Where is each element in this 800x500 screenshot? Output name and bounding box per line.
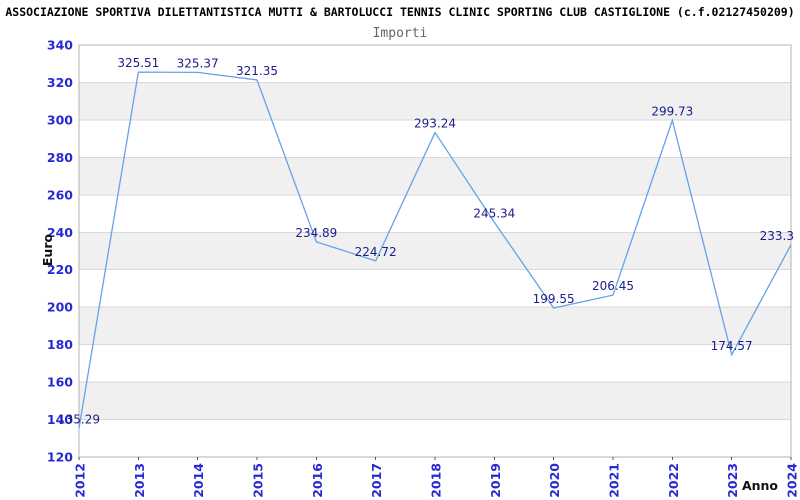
chart-title: ASSOCIAZIONE SPORTIVA DILETTANTISTICA MU… (5, 5, 795, 19)
data-point-label: 234.89 (295, 226, 337, 240)
plot-band (79, 119, 791, 158)
y-axis-tick-label: 180 (47, 337, 73, 352)
data-point-label: 325.51 (117, 56, 159, 70)
y-axis-tick-label: 120 (47, 450, 73, 465)
y-axis-tick-label: 260 (47, 187, 73, 202)
x-axis-tick-label: 2017 (369, 463, 384, 498)
x-axis-tick-label: 2016 (310, 463, 325, 498)
y-axis-tick-label: 140 (47, 412, 73, 427)
data-point-label: 224.72 (355, 245, 397, 259)
data-line-importi (78, 71, 792, 429)
x-axis-tick-label: 2014 (191, 463, 206, 498)
data-point-label: 299.73 (651, 104, 693, 118)
y-axis-tick-label: 200 (47, 300, 73, 315)
y-axis-tick-label: 160 (47, 375, 73, 390)
x-axis-tick-label: 2019 (488, 463, 503, 498)
x-axis-tick-label: 2015 (251, 463, 266, 498)
x-axis-title-anno: Anno (742, 478, 778, 493)
y-axis-tick-label: 280 (47, 150, 73, 165)
plot-band (79, 344, 791, 383)
data-point-label: 245.34 (473, 206, 515, 220)
data-point-label: 321.35 (236, 64, 278, 78)
plot-band (79, 419, 791, 457)
data-point-label: 293.24 (414, 117, 456, 131)
y-axis-tick-label: 300 (47, 112, 73, 127)
plot-band (79, 82, 791, 120)
y-axis-tick-label: 320 (47, 75, 73, 90)
plot-band (79, 157, 791, 195)
x-axis-tick-label: 2020 (547, 463, 562, 498)
x-axis-tick-label: 2013 (132, 463, 147, 498)
plot-band (79, 45, 791, 83)
x-axis-tick-label: 2022 (666, 463, 681, 498)
x-axis-tick-label: 2012 (73, 463, 88, 498)
y-axis-tick-label: 240 (47, 225, 73, 240)
data-point-label: 135.29 (58, 412, 100, 426)
x-axis-tick-label: 2024 (785, 463, 800, 498)
y-axis-tick-label: 340 (47, 38, 73, 53)
x-axis-tick-label: 2021 (607, 463, 622, 498)
y-axis-tick-label: 220 (47, 262, 73, 277)
x-axis-tick-label: 2018 (429, 463, 444, 498)
data-point-label: 174.57 (711, 339, 753, 353)
x-axis-tick-label: 2023 (725, 463, 740, 498)
plot-band (79, 232, 791, 270)
data-point-label: 233.3 (760, 229, 794, 243)
data-point-label: 206.45 (592, 279, 634, 293)
chart-subtitle: Importi (372, 26, 428, 41)
plot-band (79, 382, 791, 420)
data-point-label: 199.55 (533, 292, 575, 306)
plot-band (79, 307, 791, 345)
plot-band (79, 194, 791, 233)
data-point-label: 325.37 (177, 56, 219, 70)
plot-band (79, 269, 791, 308)
y-axis-title-euro: Euro (40, 233, 55, 266)
